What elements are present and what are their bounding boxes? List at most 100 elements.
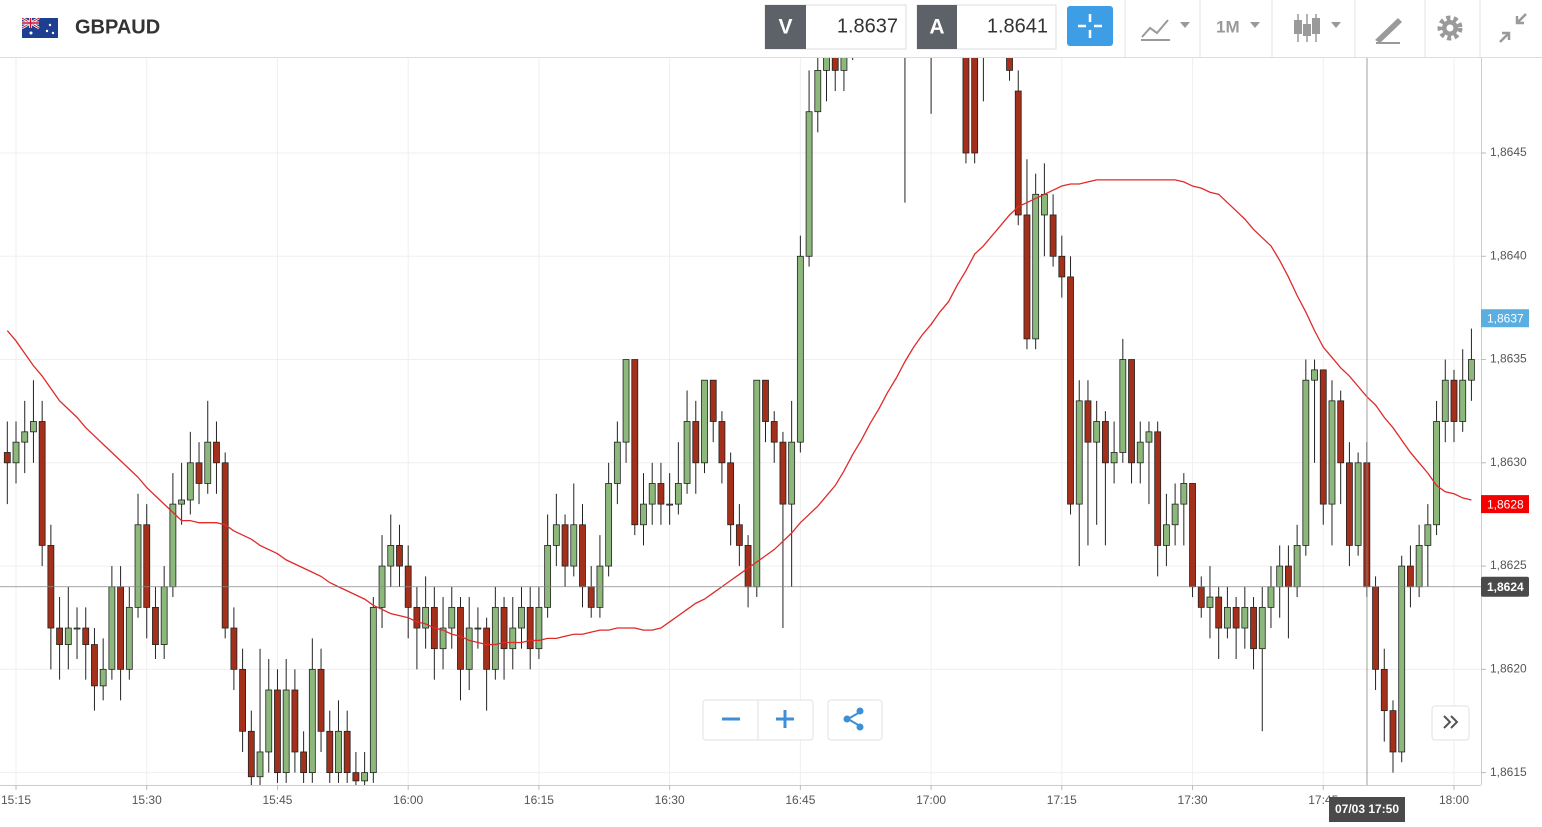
indicator-menu[interactable] — [1141, 19, 1190, 41]
x-tick-label: 15:30 — [132, 793, 162, 807]
candle-body — [1136, 441, 1144, 464]
candle-body — [239, 668, 247, 732]
candle-body — [422, 606, 430, 629]
candle-body — [1258, 606, 1266, 650]
candle-body — [1119, 359, 1127, 453]
candle-body — [1075, 400, 1083, 505]
candle-body — [1241, 606, 1249, 629]
candle-body — [169, 503, 177, 588]
candle-body — [186, 462, 194, 501]
candle-body — [308, 668, 316, 774]
drawing-tools[interactable] — [1375, 18, 1402, 44]
candle-body — [1424, 524, 1432, 546]
candle-body — [1293, 545, 1301, 588]
candle-body — [256, 751, 264, 778]
y-tick-label: 1,8625 — [1490, 558, 1527, 572]
candle-body — [457, 606, 464, 670]
candle-body — [1250, 606, 1257, 650]
candle-body — [195, 462, 203, 484]
candle-body — [1372, 586, 1379, 670]
ask-button[interactable]: A 1.8641 — [916, 4, 1057, 50]
ask-price: 1.8641 — [987, 15, 1048, 37]
scroll-to-end[interactable] — [1431, 705, 1470, 741]
candle-body — [64, 627, 72, 645]
candle-body — [230, 627, 238, 670]
candle-body — [38, 421, 46, 546]
candle-body — [1302, 379, 1310, 546]
candle-body — [117, 586, 124, 670]
candle-body — [247, 730, 255, 778]
candle-body — [369, 606, 377, 774]
settings-button[interactable] — [1437, 15, 1463, 41]
candle-body — [1232, 606, 1240, 629]
price-tag — [1481, 495, 1529, 514]
y-tick-label: 1,8635 — [1490, 352, 1527, 366]
candle-body — [265, 689, 273, 753]
share-button[interactable] — [827, 699, 883, 741]
symbol: GBPAUD — [75, 16, 160, 38]
collapse-button[interactable] — [1499, 13, 1527, 43]
x-tick-label: 17:15 — [1047, 793, 1077, 807]
candle-body — [282, 689, 290, 774]
candle-body — [561, 524, 569, 567]
candle-body — [1197, 586, 1205, 608]
candle-body — [735, 524, 743, 546]
candle-body — [21, 431, 29, 443]
candle-body — [509, 627, 517, 650]
candle-body — [178, 499, 186, 505]
overlay: 1,8637 1,8628 1,8624 07/03 17:50 — [0, 58, 1529, 822]
candle-body — [1189, 483, 1196, 588]
candle-body — [108, 586, 116, 670]
x-tick-label: 16:30 — [655, 793, 685, 807]
candle-body — [343, 730, 351, 774]
crosshair-button[interactable] — [1067, 6, 1113, 46]
candle-body — [1433, 421, 1440, 526]
candle-body — [1101, 421, 1109, 464]
y-tick-label: 1,8630 — [1490, 455, 1527, 469]
moving-average — [6, 179, 1472, 646]
candle-body — [99, 668, 107, 687]
candle-body — [718, 421, 726, 464]
candle-body — [753, 379, 761, 588]
zoom-controls — [702, 699, 814, 741]
candle-body — [1067, 276, 1074, 505]
candle-body — [1128, 359, 1135, 464]
candle-body — [1354, 462, 1362, 546]
candle-body — [622, 359, 630, 443]
candle-body — [526, 606, 534, 650]
candle-body — [640, 503, 647, 526]
candle-body — [1389, 710, 1397, 753]
candle-body — [570, 524, 578, 567]
candle-body — [152, 606, 159, 645]
candle-body — [1450, 379, 1458, 422]
candle-body — [579, 524, 586, 588]
candle-body — [274, 689, 281, 774]
candle-body — [1407, 565, 1414, 588]
candle-body — [204, 441, 212, 484]
candle-body — [1180, 483, 1188, 505]
timeframe-menu[interactable]: 1M — [1216, 17, 1260, 36]
candle-body — [12, 441, 20, 464]
candle-body — [317, 668, 325, 732]
crosshair-price-tag — [1481, 576, 1529, 597]
candles — [3, 58, 1475, 785]
candle-body — [788, 441, 796, 505]
candle-body — [1171, 503, 1179, 526]
bid-button[interactable]: V 1.8637 — [764, 4, 907, 50]
candle-body — [831, 58, 839, 71]
candle-body — [1319, 369, 1327, 505]
candle-body — [361, 772, 369, 782]
chart-type-menu[interactable] — [1294, 14, 1341, 42]
flag — [21, 16, 58, 38]
candle-body — [770, 421, 778, 443]
candle-body — [160, 586, 168, 645]
candle-body — [814, 69, 822, 113]
candle-body — [762, 379, 769, 422]
zoom-in[interactable] — [776, 710, 794, 728]
candle-body — [1337, 400, 1345, 464]
candle-body — [1224, 606, 1231, 629]
candle-body — [82, 627, 90, 645]
candle-body — [727, 462, 735, 526]
timeframe: 1M — [1216, 17, 1240, 36]
